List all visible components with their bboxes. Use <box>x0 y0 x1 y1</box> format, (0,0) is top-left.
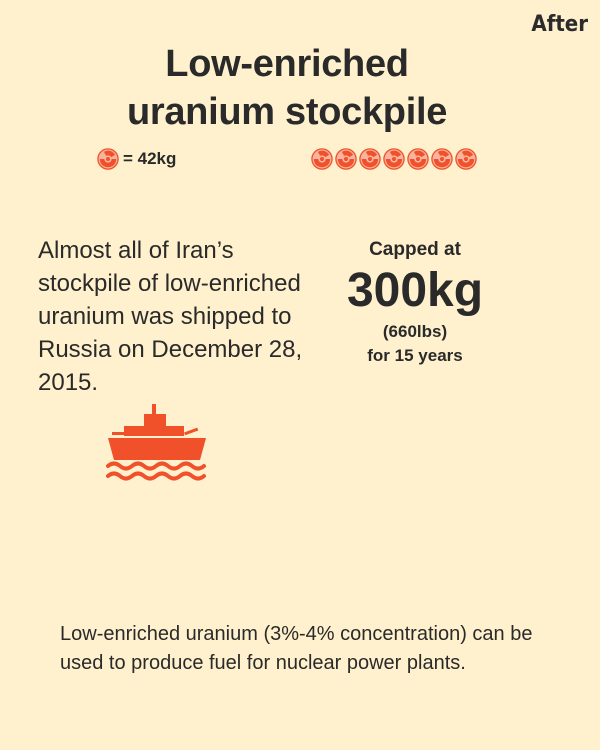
radiation-icon <box>455 148 477 170</box>
cap-converted: (660lbs) <box>382 322 448 341</box>
cap-amount: 300kg <box>346 264 484 317</box>
radiation-icon <box>359 148 381 170</box>
ship-icon <box>106 404 206 481</box>
radiation-icon <box>383 148 405 170</box>
footnote: Low-enriched uranium (3%-4% concentratio… <box>60 623 533 674</box>
legend: = 42kg <box>97 148 176 170</box>
radiation-icon <box>431 148 453 170</box>
cap-callout: Capped at 300kg (660lbs) for 15 years <box>320 238 510 368</box>
radiation-icon <box>97 148 119 170</box>
cap-label: Capped at <box>369 239 461 260</box>
title-line-2: uranium stockpile <box>126 91 448 133</box>
title-line-1: Low-enriched <box>165 43 409 85</box>
cap-duration: for 15 years <box>367 346 463 365</box>
shipment-description: Almost all of Iran’s stockpile of low-en… <box>38 237 303 396</box>
stockpile-icons <box>311 148 477 170</box>
radiation-icon <box>311 148 333 170</box>
after-label: After <box>531 12 588 37</box>
radiation-icon <box>335 148 357 170</box>
legend-text: = 42kg <box>123 149 177 168</box>
radiation-icon <box>407 148 429 170</box>
page-title: Low-enriched uranium stockpile <box>0 40 574 136</box>
